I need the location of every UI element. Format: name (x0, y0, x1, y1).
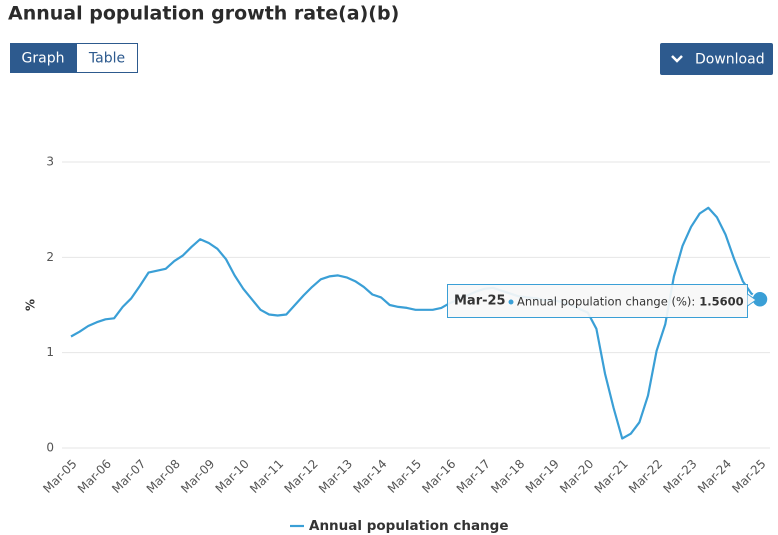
x-tick-label: Mar-25 (729, 457, 768, 496)
graph-button-bg[interactable] (10, 43, 76, 73)
x-tick-label: Mar-22 (626, 457, 665, 496)
x-tick-label: Mar-23 (660, 457, 699, 496)
x-tick-label: Mar-15 (385, 457, 424, 496)
x-tick-label: Mar-05 (40, 457, 79, 496)
x-tick-label: Mar-17 (454, 457, 493, 496)
tooltip-pointer (747, 293, 757, 307)
data-line (70, 206, 761, 440)
tooltip-value: 1.5600 (699, 295, 743, 309)
tooltip-series-label: Annual population change (%): (517, 295, 695, 309)
y-tick-label: 1 (46, 345, 54, 359)
legend-label: Annual population change (309, 518, 509, 534)
x-tick-label: Mar-18 (488, 457, 527, 496)
download-button-label[interactable]: Download (695, 52, 765, 68)
download-button-bg[interactable] (660, 43, 773, 75)
table-button[interactable]: Table (76, 43, 138, 73)
y-tick-label: 3 (46, 155, 54, 169)
x-tick-label: Mar-20 (557, 457, 596, 496)
table-button-bg[interactable] (76, 43, 138, 73)
x-tick-label: Mar-21 (592, 457, 631, 496)
x-tick-label: Mar-16 (419, 457, 458, 496)
x-tick-label: Mar-14 (350, 457, 389, 496)
x-tick-label: Mar-13 (316, 457, 355, 496)
tooltip-category: Mar-25 (454, 294, 506, 309)
x-tick-label: Mar-24 (695, 457, 734, 496)
chevron-icon (671, 55, 683, 63)
x-tick-label: Mar-10 (213, 457, 252, 496)
graph-button[interactable]: Graph (10, 43, 76, 73)
x-tick-label: Mar-08 (144, 457, 183, 496)
download-button[interactable]: Download (660, 43, 773, 75)
x-tick-label: Mar-09 (178, 457, 217, 496)
legend: Annual population change (290, 518, 509, 534)
x-tick-label: Mar-19 (523, 457, 562, 496)
x-tick-label: Mar-12 (282, 457, 321, 496)
tooltip: Mar-25 Annual population change (%): 1.560… (447, 284, 757, 318)
page-title: Annual population growth rate(a)(b) (8, 3, 399, 25)
x-tick-label: Mar-07 (109, 457, 148, 496)
table-button-label[interactable]: Table (88, 51, 125, 67)
tooltip-dot (508, 299, 514, 305)
y-tick-label: 2 (46, 250, 54, 264)
y-axis-label: % (24, 299, 38, 311)
tooltip-box (447, 284, 748, 318)
chart: 0123%Mar-05Mar-06Mar-07Mar-08Mar-09Mar-1… (24, 155, 770, 534)
x-tick-label: Mar-06 (75, 457, 114, 496)
graph-button-label[interactable]: Graph (22, 51, 65, 67)
y-tick-label: 0 (46, 441, 54, 455)
x-tick-label: Mar-11 (247, 457, 286, 496)
